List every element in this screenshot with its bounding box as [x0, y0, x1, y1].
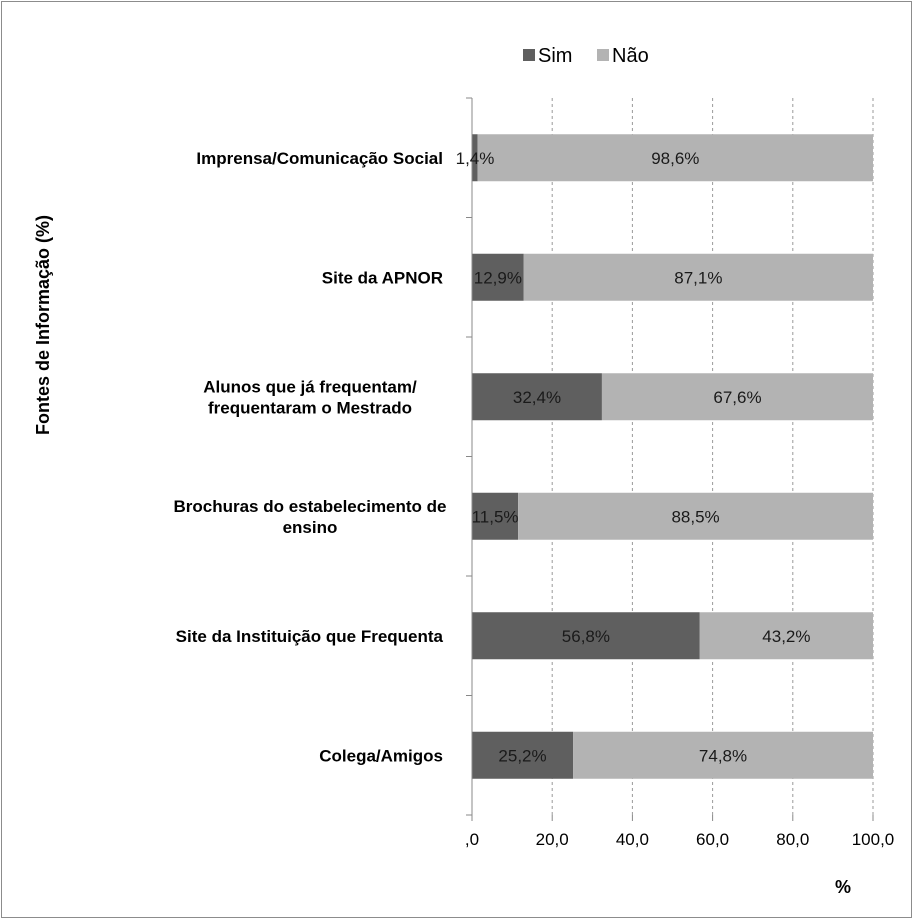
data-label: 74,8% [699, 746, 747, 765]
axes [466, 97, 874, 821]
category-label: frequentaram o Mestrado [208, 398, 412, 417]
data-label: 43,2% [762, 627, 810, 646]
bar-nao [477, 134, 873, 182]
bar-nao [518, 492, 873, 540]
data-label: 1,4% [456, 149, 495, 168]
bar-sim [472, 134, 478, 182]
data-label: 67,6% [713, 388, 761, 407]
x-axis-title: % [835, 877, 851, 897]
category-label: ensino [283, 518, 338, 537]
bar-nao [699, 612, 873, 660]
bars [472, 134, 873, 779]
category-label: Imprensa/Comunicação Social [196, 149, 443, 168]
category-label: Colega/Amigos [319, 746, 443, 765]
data-label: 25,2% [498, 746, 546, 765]
labels: ,0 20,0 40,0 60,0 80,0 100,0 1,4% 98,6% Imprensa… [173, 149, 894, 849]
x-tick-label: 60,0 [696, 830, 729, 849]
x-tick-label: ,0 [465, 830, 479, 849]
legend: Sim Não [523, 45, 649, 67]
category-label: Site da APNOR [322, 268, 443, 287]
bar-nao [523, 253, 873, 301]
bar-sim [472, 373, 602, 421]
data-label: 56,8% [562, 627, 610, 646]
x-tick-label: 40,0 [616, 830, 649, 849]
data-label: 98,6% [651, 149, 699, 168]
grid-lines [551, 98, 874, 815]
data-label: 88,5% [671, 507, 719, 526]
legend-swatch-sim [523, 49, 535, 61]
bar-sim [472, 253, 524, 301]
bar-sim [472, 492, 519, 540]
data-label: 87,1% [674, 268, 722, 287]
category-label: Brochuras do estabelecimento de [173, 497, 446, 516]
x-tick-label: 100,0 [852, 830, 895, 849]
data-label: 11,5% [472, 507, 519, 526]
category-label: Alunos que já frequentam/ [203, 377, 417, 396]
legend-swatch-nao [597, 49, 609, 61]
y-axis-title: Fontes de Informação (%) [33, 215, 53, 435]
bar-sim [472, 731, 574, 779]
data-label: 12,9% [474, 268, 522, 287]
data-label: 32,4% [513, 388, 561, 407]
x-tick-label: 20,0 [536, 830, 569, 849]
bar-nao [573, 731, 873, 779]
bar-sim [472, 612, 700, 660]
category-label: Site da Instituição que Frequenta [176, 627, 444, 646]
bar-nao [601, 373, 873, 421]
legend-label-nao: Não [612, 45, 649, 67]
x-tick-label: 80,0 [776, 830, 809, 849]
legend-label-sim: Sim [538, 45, 572, 67]
